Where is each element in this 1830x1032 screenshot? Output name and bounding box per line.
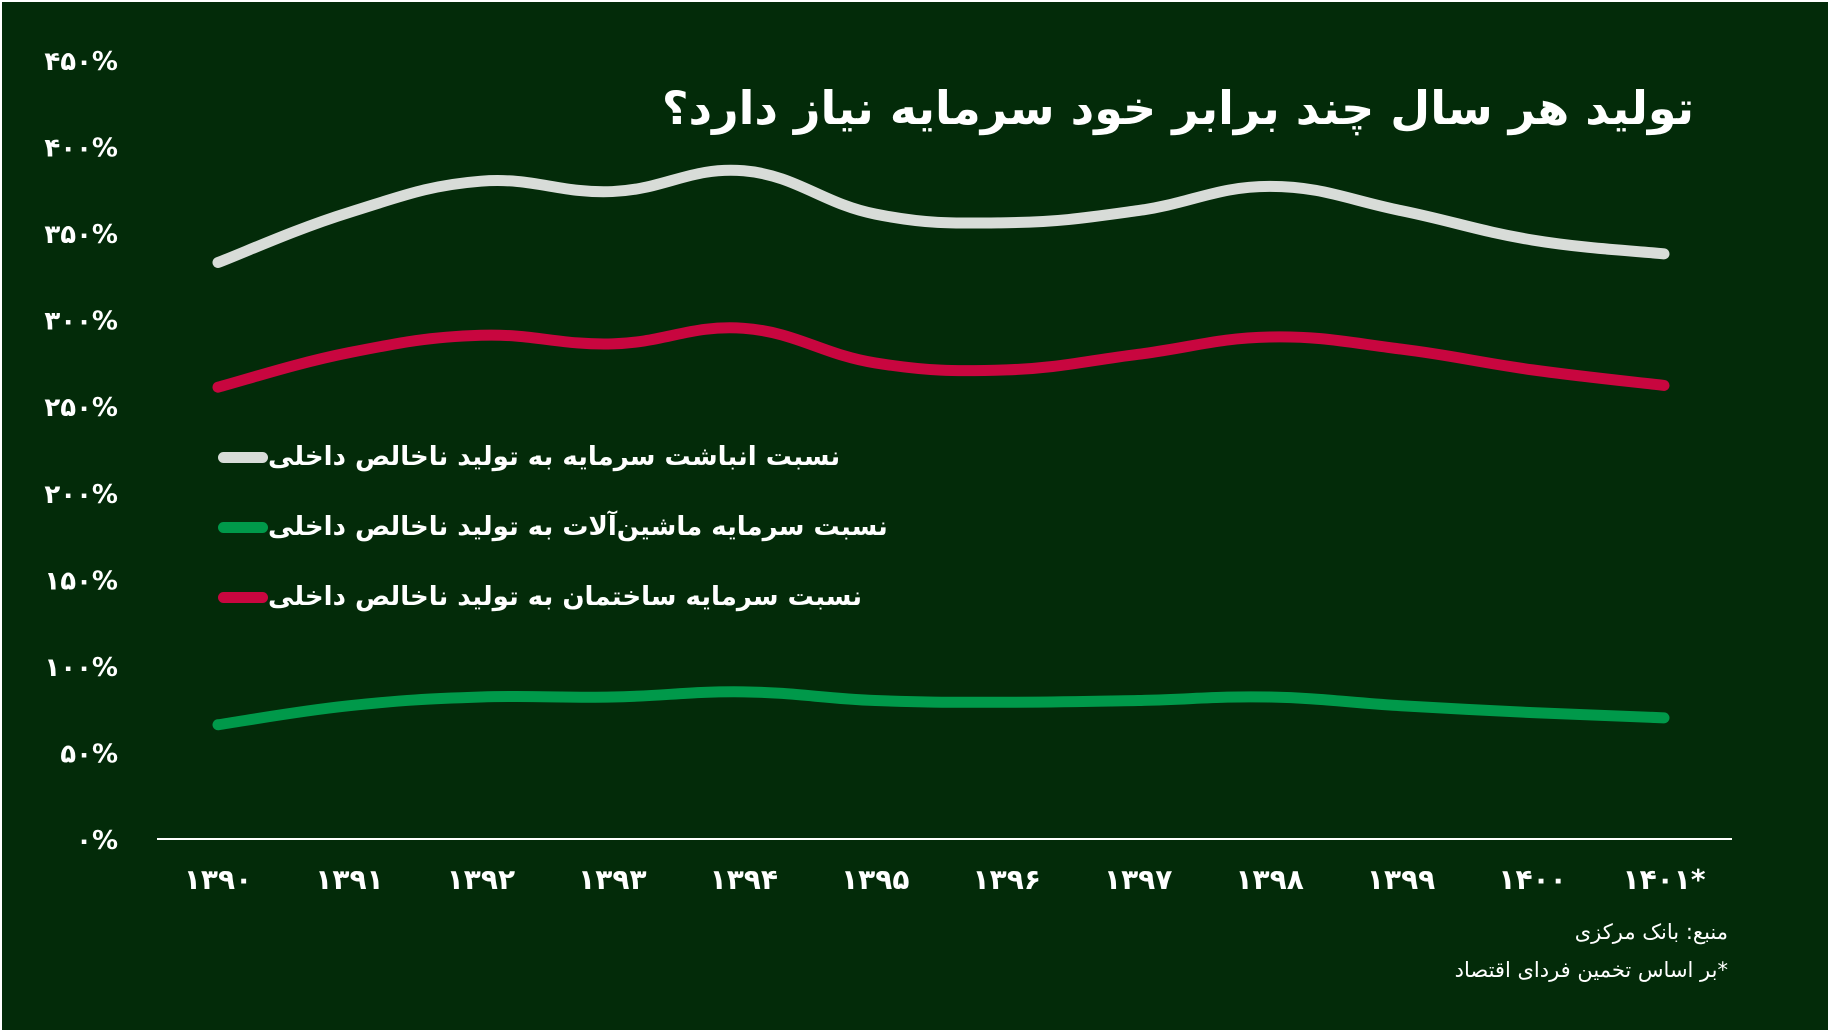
x-tick-label: ۱۳۹۵ [841, 863, 909, 896]
x-tick-label: ۱۳۹۹ [1367, 863, 1435, 896]
y-tick-label: ۳۰۰% [44, 307, 118, 337]
data-point [480, 181, 481, 182]
y-tick-label: ۱۵۰% [44, 566, 118, 596]
data-point [1532, 369, 1533, 370]
data-point [349, 705, 350, 706]
series-line-buildings [212, 322, 1670, 393]
data-point [349, 352, 350, 353]
data-point [480, 335, 481, 336]
x-tick-label: ۱۳۹۱ [315, 863, 383, 896]
data-point [218, 387, 219, 388]
legend-item-accumulation: نسبت انباشت سرمایه به تولید ناخالص داخلی [218, 437, 846, 477]
data-point [1401, 210, 1402, 211]
data-point [875, 214, 876, 215]
data-point [1006, 222, 1007, 223]
data-point [480, 697, 481, 698]
x-tick-label: ۱۳۹۳ [578, 863, 646, 896]
data-point [1269, 186, 1270, 187]
data-point [612, 697, 613, 698]
x-tick-label: ۱۴۰۱* [1622, 863, 1705, 896]
source-note: منبع: بانک مرکزی [1574, 920, 1728, 944]
legend-item-machinery: نسبت سرمایه ماشین‌آلات به تولید ناخالص د… [218, 507, 894, 547]
legend-item-buildings: نسبت سرمایه ساختمان به تولید ناخالص داخل… [218, 577, 868, 617]
y-tick-label: ۴۵۰% [44, 47, 118, 77]
x-tick-label: ۱۳۹۰ [184, 863, 252, 896]
data-point [1532, 712, 1533, 713]
y-tick-label: ۲۰۰% [44, 480, 118, 510]
data-point [1401, 705, 1402, 706]
data-point [1006, 369, 1007, 370]
data-point [612, 343, 613, 344]
data-point [1138, 700, 1139, 701]
y-tick-label: ۵۰% [60, 739, 118, 769]
legend-label: نسبت سرمایه ماشین‌آلات به تولید ناخالص د… [268, 512, 888, 542]
data-point [1664, 253, 1665, 254]
legend-label: نسبت انباشت سرمایه به تولید ناخالص داخلی [268, 442, 841, 472]
y-tick-label: ۲۵۰% [44, 393, 118, 423]
x-tick-label: ۱۳۹۸ [1235, 863, 1303, 896]
data-point [1006, 702, 1007, 703]
x-tick-label: ۱۴۰۰ [1498, 863, 1566, 896]
data-point [743, 170, 744, 171]
x-tick-label: ۱۳۹۷ [1104, 863, 1172, 896]
series-line-accumulation [212, 164, 1670, 269]
data-point [1138, 210, 1139, 211]
legend-swatch [218, 591, 268, 603]
data-point [743, 328, 744, 329]
legend-swatch [218, 451, 268, 463]
data-point [875, 700, 876, 701]
data-point [218, 262, 219, 263]
y-tick-label: ۰% [76, 826, 118, 856]
x-tick-label: ۱۳۹۲ [447, 863, 515, 896]
data-point [875, 362, 876, 363]
y-tick-label: ۳۵۰% [44, 220, 118, 250]
x-tick-label: ۱۳۹۶ [973, 863, 1041, 896]
estimate-note: *بر اساس تخمین فردای اقتصاد [1454, 958, 1728, 982]
legend-swatch [218, 521, 268, 533]
x-tick-label: ۱۳۹۴ [710, 863, 778, 896]
data-point [1269, 336, 1270, 337]
data-point [1664, 385, 1665, 386]
data-point [612, 191, 613, 192]
data-point [1269, 697, 1270, 698]
data-point [743, 691, 744, 692]
y-tick-label: ۱۰۰% [44, 653, 118, 683]
legend-label: نسبت سرمایه ساختمان به تولید ناخالص داخل… [268, 582, 863, 612]
data-point [1401, 349, 1402, 350]
data-point [1532, 240, 1533, 241]
series-line-machinery [212, 686, 1670, 731]
data-point [218, 724, 219, 725]
data-point [349, 212, 350, 213]
data-point [1138, 354, 1139, 355]
y-tick-label: ۴۰۰% [44, 134, 118, 164]
chart-title: تولید هر سال چند برابر خود سرمایه نیاز د… [661, 81, 1694, 135]
data-point [1664, 717, 1665, 718]
